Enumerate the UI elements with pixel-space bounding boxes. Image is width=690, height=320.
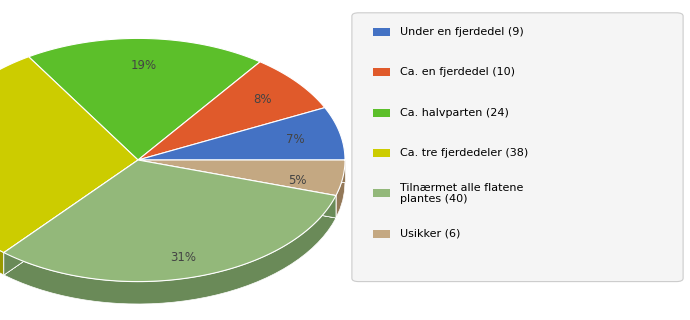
FancyBboxPatch shape [373,189,390,197]
Polygon shape [138,108,345,160]
Text: 5%: 5% [288,174,307,187]
Polygon shape [138,160,345,218]
Text: Usikker (6): Usikker (6) [400,229,461,239]
Polygon shape [138,160,336,218]
Polygon shape [4,182,336,304]
Text: Under en fjerdedel (9): Under en fjerdedel (9) [400,27,524,37]
Text: Ca. en fjerdedel (10): Ca. en fjerdedel (10) [400,68,515,77]
FancyBboxPatch shape [373,149,390,157]
Polygon shape [138,160,336,218]
Text: Tilnærmet alle flatene
plantes (40): Tilnærmet alle flatene plantes (40) [400,183,524,204]
Polygon shape [4,160,336,282]
FancyBboxPatch shape [373,109,390,117]
Polygon shape [138,160,345,182]
Polygon shape [4,160,138,275]
Polygon shape [138,160,345,196]
FancyBboxPatch shape [373,28,390,36]
Text: 8%: 8% [253,93,271,106]
Text: Ca. halvparten (24): Ca. halvparten (24) [400,108,509,118]
Polygon shape [29,38,260,160]
Polygon shape [0,160,138,275]
Text: 7%: 7% [286,132,305,146]
Text: 19%: 19% [131,59,157,72]
FancyBboxPatch shape [352,13,683,282]
Text: Ca. tre fjerdedeler (38): Ca. tre fjerdedeler (38) [400,148,529,158]
FancyBboxPatch shape [373,68,390,76]
Polygon shape [0,57,138,252]
Text: 31%: 31% [170,251,197,264]
Polygon shape [4,160,138,275]
Polygon shape [138,62,325,160]
FancyBboxPatch shape [373,230,390,238]
